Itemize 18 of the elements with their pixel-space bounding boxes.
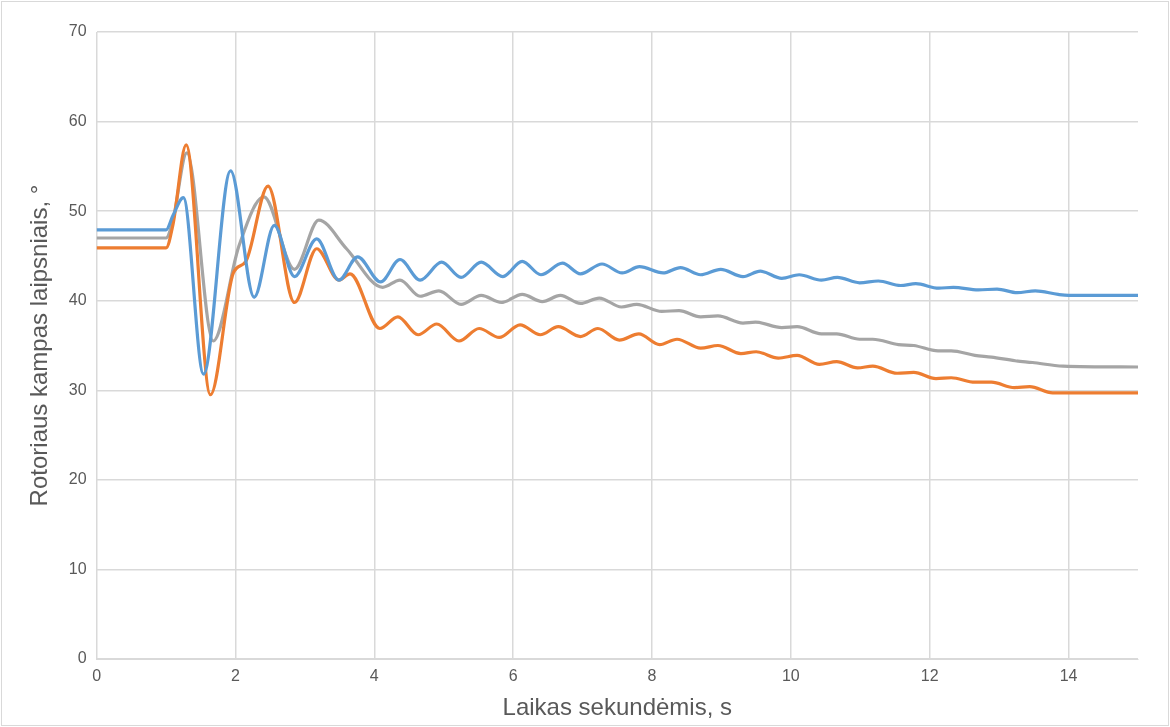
x-tick-label: 6 [508,667,518,685]
y-tick-label: 40 [68,291,87,309]
x-tick-label: 10 [781,667,800,685]
y-tick-label: 70 [68,22,87,40]
x-axis-title: Laikas sekundėmis, s [502,693,733,721]
y-tick-label: 10 [68,559,87,577]
y-tick-label: 0 [77,649,87,667]
x-tick-label: 2 [231,667,240,685]
x-tick-label: 14 [1059,667,1078,685]
y-tick-label: 30 [68,380,87,398]
y-tick-label: 60 [68,111,87,129]
x-tick-label: 8 [647,667,657,685]
y-tick-label: 20 [68,470,87,488]
y-axis-title: Rotoriaus kampas laipsniais, ° [25,184,53,507]
x-tick-label: 4 [369,667,379,685]
x-tick-label: 12 [920,667,939,685]
y-tick-label: 50 [68,201,87,219]
x-tick-label: 0 [92,667,102,685]
